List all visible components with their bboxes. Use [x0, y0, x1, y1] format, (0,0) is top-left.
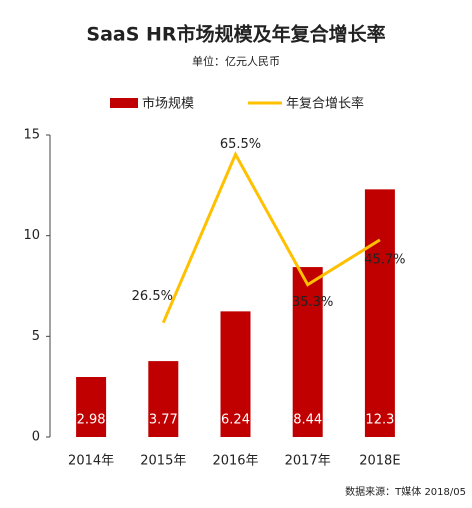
chart-subtitle: 单位：亿元人民币 — [192, 54, 280, 68]
legend-label: 市场规模 — [142, 96, 194, 112]
legend-label: 年复合增长率 — [286, 96, 364, 112]
bar-value-label: 12.3 — [365, 413, 394, 428]
bar-value-label: 2.98 — [77, 413, 106, 428]
y-tick-label: 5 — [32, 329, 40, 344]
bar-value-label: 3.77 — [149, 413, 178, 428]
bar — [76, 377, 107, 437]
bar-value-label: 6.24 — [221, 413, 250, 428]
bar-value-label: 8.44 — [293, 413, 322, 428]
x-tick-label: 2018E — [359, 454, 400, 469]
bar — [364, 189, 395, 437]
x-tick-label: 2016年 — [212, 454, 258, 469]
line-value-label: 26.5% — [132, 289, 173, 304]
bar — [220, 311, 251, 437]
line-value-label: 45.7% — [364, 252, 405, 267]
y-tick-label: 0 — [32, 430, 40, 445]
x-tick-label: 2014年 — [68, 454, 114, 469]
line-value-label: 35.3% — [292, 295, 333, 310]
bar — [292, 267, 323, 437]
x-tick-label: 2015年 — [140, 454, 186, 469]
chart-title: SaaS HR市场规模及年复合增长率 — [86, 23, 385, 46]
bar — [148, 361, 179, 437]
y-tick-label: 15 — [23, 128, 40, 143]
y-tick-label: 10 — [23, 228, 40, 243]
line-value-label: 65.5% — [220, 137, 261, 152]
source: 数据来源：T媒体 2018/05 — [345, 485, 466, 498]
x-tick-label: 2017年 — [285, 454, 331, 469]
legend-swatch — [110, 98, 138, 108]
line — [161, 151, 381, 324]
